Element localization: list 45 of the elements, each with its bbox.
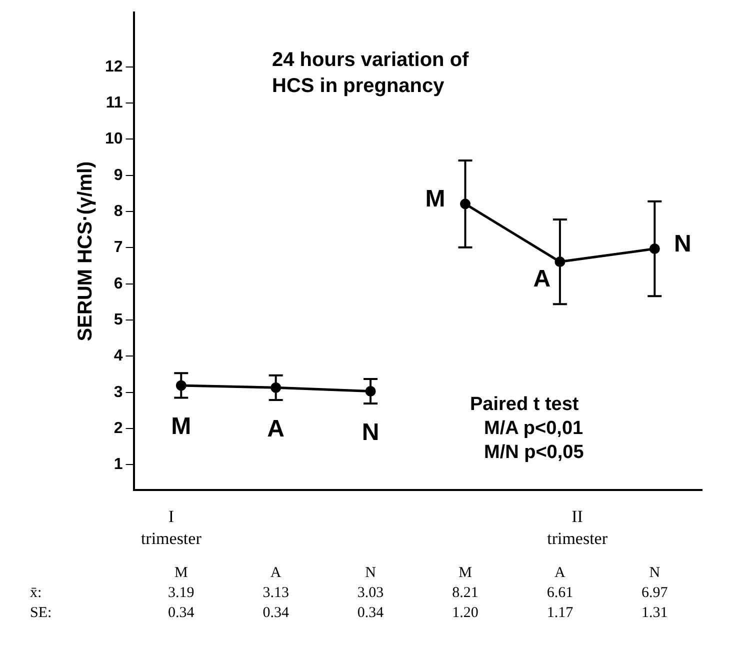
annotation: M/N p<0,05 xyxy=(484,442,584,463)
x-tick-label: M xyxy=(174,565,188,581)
category-label: M xyxy=(425,186,446,213)
text: x̄: xyxy=(30,585,42,601)
text: 1.31 xyxy=(642,605,668,621)
text: 0.34 xyxy=(357,605,384,621)
y-tick-label: 9 xyxy=(114,166,123,184)
y-tick-label: 10 xyxy=(105,130,123,148)
y-tick-label: 7 xyxy=(114,239,123,256)
text: 8.21 xyxy=(452,585,478,601)
x-tick-label: A xyxy=(270,565,282,581)
category-label: A xyxy=(267,415,285,442)
category-label: M xyxy=(171,413,192,440)
text: 1.17 xyxy=(546,605,574,621)
x-tick-label: N xyxy=(649,565,660,581)
text: I trimester xyxy=(140,507,202,548)
category-label: A xyxy=(533,265,551,292)
text: 3.19 xyxy=(168,585,194,601)
text: SE: xyxy=(30,605,52,621)
annotation: Paired t test xyxy=(470,394,580,415)
y-axis-title: SERUM HCS·(γ/ml) xyxy=(74,161,97,342)
y-tick-label: 5 xyxy=(114,311,123,328)
x-tick-label: N xyxy=(365,565,376,581)
y-tick-label: 6 xyxy=(114,275,123,292)
text: 3.13 xyxy=(262,585,289,601)
y-tick-label: 12 xyxy=(105,58,123,76)
text: 3.03 xyxy=(357,585,384,601)
y-tick-label: 1 xyxy=(114,456,123,474)
category-label: N xyxy=(362,418,380,446)
text: 1.20 xyxy=(452,605,478,621)
y-tick-label: 3 xyxy=(114,384,123,401)
annotation: M/A p<0,01 xyxy=(484,418,584,439)
y-tick-label: 11 xyxy=(106,94,123,112)
text: II trimester xyxy=(547,507,608,548)
text: 6.97 xyxy=(642,585,668,601)
text: 0.34 xyxy=(168,605,195,621)
x-tick-label: M xyxy=(458,565,472,581)
y-tick-label: 8 xyxy=(114,202,123,220)
text: 24 hours variation of HCS in pregnancy xyxy=(272,49,470,97)
y-tick-label: 4 xyxy=(114,348,123,365)
x-tick-label: A xyxy=(554,565,566,581)
y-tick-label: 2 xyxy=(114,420,123,437)
text: 0.34 xyxy=(262,605,290,621)
category-label: N xyxy=(674,230,692,258)
text: 6.61 xyxy=(546,585,574,601)
